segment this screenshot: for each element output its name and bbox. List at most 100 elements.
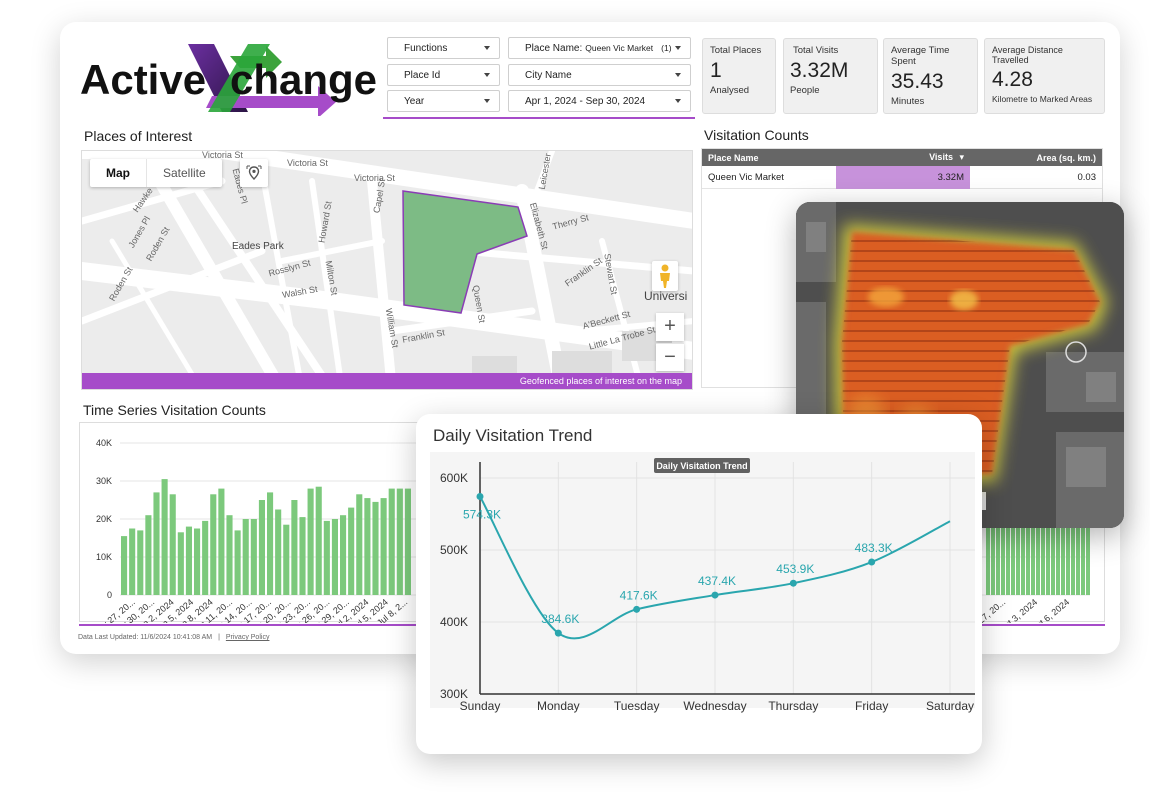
bar xyxy=(1066,490,1070,595)
bar xyxy=(1011,490,1015,595)
bar xyxy=(202,520,209,595)
map-streets xyxy=(82,151,692,389)
trend-point xyxy=(633,605,641,613)
table-header: Place Name Visits ▾ Area (sq. km.) xyxy=(702,149,1102,166)
places-map[interactable]: Victoria St Victoria St Victoria St Hawk… xyxy=(81,150,693,390)
y-tick-label: 30K xyxy=(96,476,112,486)
street-view-button[interactable] xyxy=(652,261,678,291)
chevron-down-icon xyxy=(484,99,490,103)
bar xyxy=(372,501,379,595)
svg-text:Daily Visitation Trend: Daily Visitation Trend xyxy=(656,461,747,471)
bar xyxy=(1061,490,1065,595)
year-filter[interactable]: Year xyxy=(387,90,500,112)
kpi-label: Total Places xyxy=(710,45,762,56)
city-name-filter[interactable]: City Name xyxy=(508,64,691,86)
bar xyxy=(177,532,184,595)
geofence-polygon xyxy=(402,190,528,314)
kpi-label: Average Distance Travelled xyxy=(992,45,1063,65)
bar xyxy=(161,479,168,595)
logo-text-change: change xyxy=(230,56,377,103)
map-label: Victoria St xyxy=(354,173,395,183)
visitation-table: Place Name Visits ▾ Area (sq. km.) Queen… xyxy=(701,148,1103,388)
bar xyxy=(242,519,249,595)
trend-point xyxy=(789,579,797,587)
location-pin-icon xyxy=(246,165,262,181)
timeseries-title: Time Series Visitation Counts xyxy=(83,402,266,418)
satellite-button[interactable]: Satellite xyxy=(146,159,222,187)
logo-text-active: Active xyxy=(80,56,206,103)
bar xyxy=(1001,490,1005,595)
chart-tooltip: Daily Visitation Trend xyxy=(654,458,750,473)
bar xyxy=(1006,490,1010,595)
place-name-filter-label: Place Name: xyxy=(525,42,583,54)
map-label: Eades Park xyxy=(232,241,284,252)
date-range-filter-label: Apr 1, 2024 - Sep 30, 2024 xyxy=(525,95,646,107)
cell-visits: 3.32M xyxy=(836,165,970,189)
footer-separator: | xyxy=(218,634,220,641)
bar xyxy=(267,492,274,595)
zoom-in-button[interactable]: + xyxy=(656,313,684,341)
place-id-filter-label: Place Id xyxy=(404,69,441,81)
privacy-policy-link[interactable]: Privacy Policy xyxy=(225,634,270,641)
bar xyxy=(356,494,363,595)
daily-trend-plot: 574.3K 384.6K 417.6K 437.4K 453.9K 483.3K Dail… xyxy=(430,452,975,708)
sort-desc-icon: ▾ xyxy=(959,152,964,162)
col-header-visits[interactable]: Visits ▾ xyxy=(836,152,970,163)
place-id-filter[interactable]: Place Id xyxy=(387,64,500,86)
city-name-filter-label: City Name xyxy=(525,69,572,81)
bar xyxy=(396,488,403,595)
map-label: Victoria St xyxy=(202,150,243,160)
functions-filter[interactable]: Functions xyxy=(387,37,500,59)
kpi-value: 1 xyxy=(710,59,722,82)
kpi-label: Total Visits xyxy=(793,45,839,56)
bar xyxy=(1016,490,1020,595)
bar xyxy=(1041,490,1045,595)
bar xyxy=(185,526,192,595)
date-range-filter[interactable]: Apr 1, 2024 - Sep 30, 2024 xyxy=(508,90,691,112)
bar xyxy=(364,498,371,595)
place-name-filter[interactable]: Place Name: Queen Vic Market (1) xyxy=(508,37,691,59)
visitation-title: Visitation Counts xyxy=(704,127,809,143)
daily-trend-card: Daily Visitation Trend 574.3K 384.6K 417.6… xyxy=(416,414,982,754)
kpi-average-time: Average Time Spent 35.43 Minutes xyxy=(883,38,978,114)
places-title: Places of Interest xyxy=(84,128,193,144)
bar xyxy=(331,519,338,595)
bar xyxy=(275,509,282,595)
map-button[interactable]: Map xyxy=(106,166,130,180)
bar xyxy=(1021,490,1025,595)
bar xyxy=(194,528,201,595)
bar xyxy=(1051,490,1055,595)
kpi-value: 3.32M xyxy=(790,59,849,82)
kpi-total-places: Total Places 1 Analysed xyxy=(702,38,776,114)
bar xyxy=(145,515,152,595)
activexchange-logo: Active change xyxy=(80,44,377,116)
bar xyxy=(380,498,387,595)
map-type-toggle: Map Satellite xyxy=(90,159,222,187)
zoom-out-button[interactable]: − xyxy=(656,343,684,371)
bar xyxy=(218,488,225,595)
footer: Data Last Updated: 11/6/2024 10:41:08 AM… xyxy=(78,634,269,641)
bar xyxy=(315,486,322,595)
bar xyxy=(1036,490,1040,595)
col-header-visits-label: Visits xyxy=(929,152,953,162)
table-row[interactable]: Queen Vic Market 3.32M 0.03 xyxy=(702,165,1102,189)
trend-point xyxy=(476,493,484,501)
bar xyxy=(1046,490,1050,595)
bar xyxy=(283,524,290,595)
data-label: 483.3K xyxy=(855,541,893,555)
bar xyxy=(258,500,265,595)
data-label: 437.4K xyxy=(698,574,736,588)
bar xyxy=(991,490,995,595)
col-header-area[interactable]: Area (sq. km.) xyxy=(1036,152,1096,163)
locate-button[interactable] xyxy=(240,159,268,187)
bar xyxy=(323,520,330,595)
trend-point xyxy=(868,558,876,566)
chevron-down-icon xyxy=(484,73,490,77)
col-header-place[interactable]: Place Name xyxy=(708,152,759,163)
bar xyxy=(153,492,160,595)
bar xyxy=(1071,490,1075,595)
functions-filter-label: Functions xyxy=(404,42,448,54)
bar xyxy=(1026,490,1030,595)
bar xyxy=(986,490,990,595)
kpi-sub: Analysed xyxy=(710,85,750,96)
